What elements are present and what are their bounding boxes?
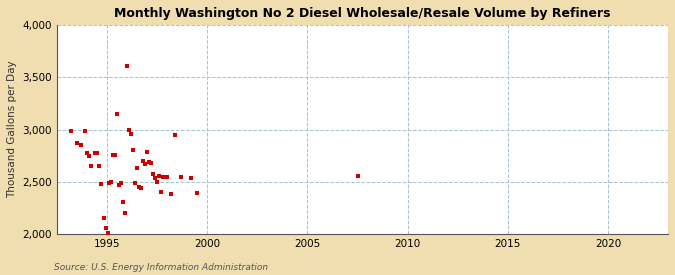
Point: [82, 150, 92, 155]
Point: [144, 160, 155, 164]
Point: [80, 128, 90, 133]
Point: [142, 149, 153, 154]
Point: [140, 162, 151, 166]
Point: [115, 181, 126, 185]
Point: [72, 141, 82, 145]
Point: [110, 152, 121, 157]
Point: [186, 175, 196, 180]
Point: [132, 166, 142, 170]
Point: [192, 191, 202, 196]
Point: [92, 150, 103, 155]
Point: [101, 226, 111, 230]
Point: [122, 64, 132, 68]
Point: [134, 185, 144, 189]
Point: [84, 153, 95, 158]
Point: [94, 164, 105, 168]
Point: [117, 199, 128, 204]
Point: [138, 159, 148, 163]
Point: [146, 161, 157, 165]
Point: [99, 216, 109, 221]
Point: [160, 174, 171, 179]
Point: [152, 180, 163, 184]
Point: [126, 131, 136, 136]
Point: [113, 183, 124, 187]
Point: [76, 143, 86, 147]
Text: Source: U.S. Energy Information Administration: Source: U.S. Energy Information Administ…: [54, 263, 268, 272]
Point: [136, 186, 146, 190]
Point: [154, 173, 165, 178]
Point: [170, 133, 181, 137]
Point: [104, 181, 115, 185]
Point: [108, 152, 119, 157]
Point: [148, 172, 159, 177]
Point: [90, 150, 101, 155]
Point: [111, 112, 122, 116]
Title: Monthly Washington No 2 Diesel Wholesale/Resale Volume by Refiners: Monthly Washington No 2 Diesel Wholesale…: [114, 7, 611, 20]
Point: [156, 190, 167, 194]
Point: [166, 192, 177, 197]
Y-axis label: Thousand Gallons per Day: Thousand Gallons per Day: [7, 61, 17, 199]
Point: [96, 182, 107, 186]
Point: [119, 211, 130, 215]
Point: [162, 174, 173, 179]
Point: [352, 173, 363, 178]
Point: [103, 231, 113, 235]
Point: [158, 174, 169, 179]
Point: [130, 181, 140, 185]
Point: [106, 180, 117, 184]
Point: [124, 127, 134, 132]
Point: [86, 164, 97, 168]
Point: [150, 175, 161, 180]
Point: [128, 148, 138, 153]
Point: [176, 174, 186, 179]
Point: [65, 128, 76, 133]
